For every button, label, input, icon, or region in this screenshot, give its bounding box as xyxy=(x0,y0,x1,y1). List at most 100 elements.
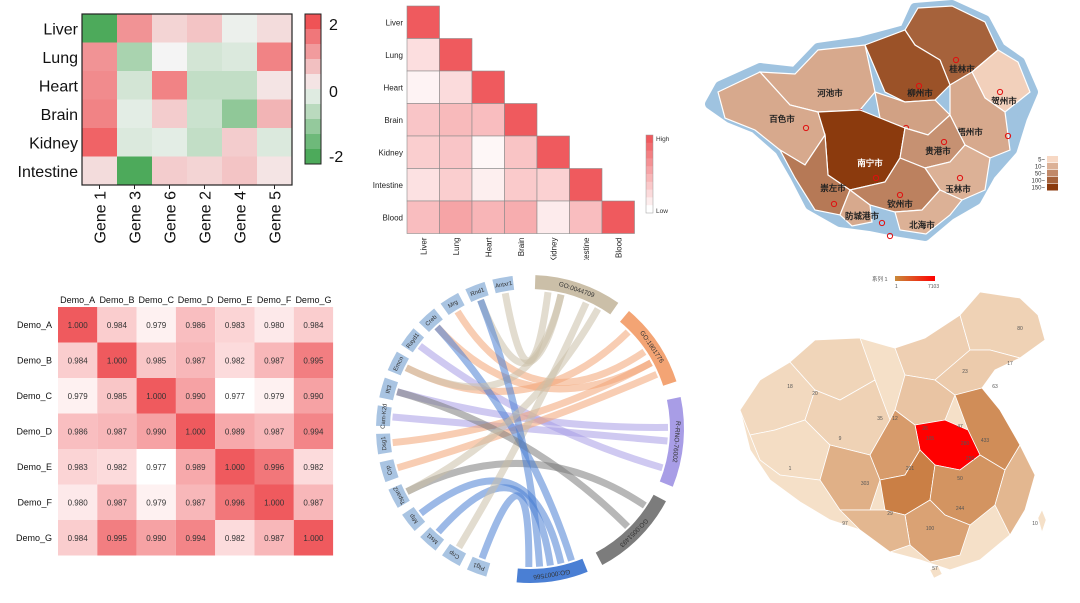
china-region-label: 35 xyxy=(877,416,883,422)
corr-cell-value: 0.980 xyxy=(68,498,89,507)
corr-cell xyxy=(215,520,255,556)
heatmap-cell xyxy=(222,14,257,43)
chord-gene-arc xyxy=(465,281,489,302)
triangle-cell xyxy=(406,200,440,234)
corr-cell xyxy=(254,520,294,556)
triangle-row-label: Brain xyxy=(384,116,403,125)
heatmap-legend-step xyxy=(305,44,321,59)
heatmap-cell xyxy=(222,99,257,128)
corr-cell xyxy=(293,307,334,343)
chord-gene-arc xyxy=(492,275,515,294)
chord-term-arc xyxy=(659,396,684,487)
china-province xyxy=(904,499,971,563)
corr-cell xyxy=(175,484,216,520)
triangle-legend-step xyxy=(646,189,653,198)
china-province xyxy=(959,291,1046,359)
corr-cell xyxy=(97,413,137,449)
chord-ribbon xyxy=(478,492,533,568)
china-region-label: 57 xyxy=(932,566,938,572)
triangle-cell xyxy=(536,135,570,169)
corr-row-label: Demo_A xyxy=(17,320,52,330)
heatmap-cell xyxy=(257,14,292,43)
triangle-cell xyxy=(439,103,473,137)
corr-cell xyxy=(97,342,137,378)
corr-col-label: Demo_C xyxy=(138,295,174,305)
corr-cell-value: 0.982 xyxy=(107,463,128,472)
triangle-cell xyxy=(406,5,440,39)
china-region-label: 63 xyxy=(992,384,998,390)
corr-cell-value: 0.982 xyxy=(225,534,246,543)
corr-cell xyxy=(175,520,216,556)
triangle-legend-frame xyxy=(645,134,654,214)
triangle-heatmap: Liver Lung Heart Brain Kidney Intestine Blood L… xyxy=(373,5,670,268)
corr-cell-value: 0.987 xyxy=(264,427,285,436)
guangxi-map-panel: 桂林市柳州市贺州市河池市百色市来宾市梧州市南宁市贵港市崇左市玉林市钦州市防城港市… xyxy=(700,0,1080,260)
triangle-row-label: Lung xyxy=(385,51,403,60)
corr-cell-value: 0.987 xyxy=(303,498,324,507)
corr-cell xyxy=(175,342,216,378)
guangxi-map: 桂林市柳州市贺州市河池市百色市来宾市梧州市南宁市贵港市崇左市玉林市钦州市防城港市… xyxy=(705,0,1058,241)
corr-cell xyxy=(215,484,255,520)
heatmap-row-label: Heart xyxy=(39,78,79,95)
heatmap-legend-label: 2 xyxy=(329,17,338,34)
chord-gene-arc xyxy=(440,292,465,316)
corr-cell-value: 0.986 xyxy=(186,321,207,330)
triangle-cell xyxy=(536,200,570,234)
corr-cell xyxy=(58,342,98,378)
triangle-col-label: Lung xyxy=(452,238,461,256)
chord-ribbon xyxy=(454,309,647,386)
heatmap-legend-label: -2 xyxy=(329,149,343,166)
chord-gene-arc xyxy=(442,543,467,567)
corr-cell-value: 0.994 xyxy=(303,427,324,436)
triangle-cell xyxy=(536,168,570,202)
chord-gene-label: Ift3 xyxy=(385,384,393,394)
corr-cell-value: 1.000 xyxy=(225,463,246,472)
guangxi-city-label: 崇左市 xyxy=(820,183,846,193)
corr-cell xyxy=(58,484,98,520)
triangle-legend-step xyxy=(646,142,653,152)
triangle-cell xyxy=(439,38,473,72)
chord-gene-label: Cnp xyxy=(448,548,461,559)
chord-gene-label: Rnd1 xyxy=(470,287,486,298)
heatmap-cell xyxy=(82,42,117,71)
corr-cell xyxy=(136,484,176,520)
chord-gene-label: Plg1 xyxy=(472,561,486,571)
corr-cell xyxy=(293,449,334,485)
china-region-label: 26 xyxy=(922,426,928,432)
corr-cell xyxy=(254,342,294,378)
heatmap-cell xyxy=(152,71,187,100)
heatmap-cell xyxy=(257,71,292,100)
corr-cell-value: 0.987 xyxy=(264,534,285,543)
heatmap-frame xyxy=(81,13,293,186)
chord-gene-arc xyxy=(379,459,399,483)
corr-cell-value: 1.000 xyxy=(264,498,285,507)
corr-cell xyxy=(254,307,294,343)
chord-ribbon xyxy=(392,413,668,445)
china-legend-bar xyxy=(895,276,935,281)
corr-cell xyxy=(293,378,334,414)
corr-col-label: Demo_B xyxy=(99,295,134,305)
heatmap-cell xyxy=(222,71,257,100)
chord-gene-arc xyxy=(466,556,491,577)
heatmap-row-label: Kidney xyxy=(29,135,78,152)
triangle-row-label: Blood xyxy=(383,213,403,222)
china-legend-series: 系列 1 xyxy=(872,275,888,283)
guangxi-legend-swatch xyxy=(1047,163,1058,170)
corr-cell-value: 0.986 xyxy=(68,427,89,436)
corr-cell xyxy=(254,413,294,449)
triangle-cell xyxy=(504,103,538,137)
chord-ribbon xyxy=(434,324,575,562)
corr-cell xyxy=(175,307,216,343)
guangxi-city-label: 柳州市 xyxy=(907,88,933,98)
corr-cell-value: 0.984 xyxy=(303,321,324,330)
heatmap-cell xyxy=(152,42,187,71)
heatmap-legend-step xyxy=(305,74,321,89)
chord-gene-arc xyxy=(418,308,443,333)
heatmap-cell xyxy=(82,14,117,43)
corr-cell xyxy=(97,520,137,556)
heatmap-row-label: Intestine xyxy=(18,164,79,181)
corr-cell-value: 1.000 xyxy=(68,321,89,330)
corr-col-label: Demo_D xyxy=(178,295,214,305)
triangle-cell xyxy=(504,200,538,234)
triangle-cell xyxy=(471,168,505,202)
